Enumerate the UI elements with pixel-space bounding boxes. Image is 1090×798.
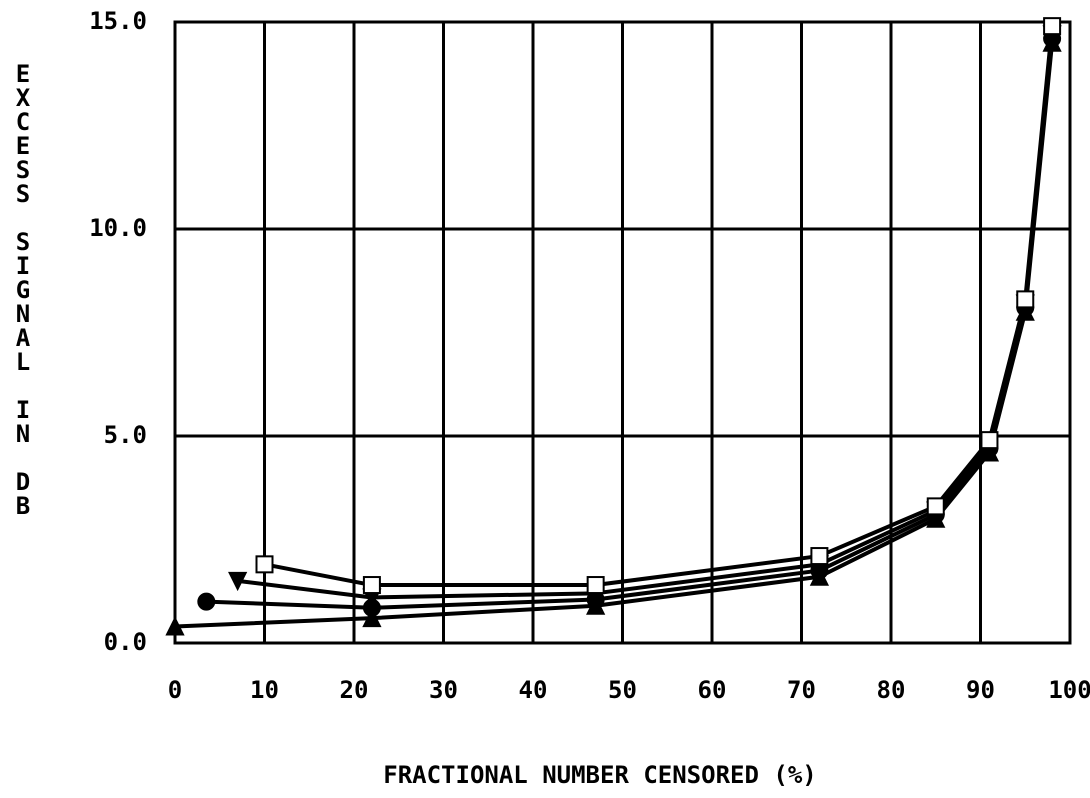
- marker: [197, 592, 216, 611]
- x-tick-label: 0: [168, 676, 182, 704]
- y-tick-label: 15.0: [89, 7, 147, 35]
- x-tick-label: 30: [429, 676, 458, 704]
- marker: [810, 547, 829, 566]
- x-tick-label: 20: [340, 676, 369, 704]
- x-tick-label: 100: [1048, 676, 1090, 704]
- marker: [926, 497, 945, 516]
- marker: [228, 571, 248, 592]
- y-tick-label: 5.0: [104, 421, 147, 449]
- y-tick-label: 0.0: [104, 628, 147, 656]
- y-axis-label: EXCESS SIGNAL IN DB: [9, 60, 37, 516]
- marker: [1016, 290, 1035, 309]
- series-line: [174, 42, 1055, 629]
- x-tick-label: 60: [698, 676, 727, 704]
- x-tick-label: 40: [519, 676, 548, 704]
- marker: [362, 607, 382, 628]
- x-tick-label: 50: [608, 676, 637, 704]
- x-tick-label: 80: [877, 676, 906, 704]
- x-tick-label: 10: [250, 676, 279, 704]
- marker: [980, 431, 999, 450]
- marker: [362, 576, 381, 595]
- x-tick-label: 70: [787, 676, 816, 704]
- x-axis-label: FRACTIONAL NUMBER CENSORED (%): [383, 761, 816, 789]
- y-tick-label: 10.0: [89, 214, 147, 242]
- marker: [586, 576, 605, 595]
- marker: [255, 555, 274, 574]
- x-tick-label: 90: [966, 676, 995, 704]
- series-line: [264, 25, 1055, 588]
- marker: [1043, 17, 1062, 36]
- marker: [165, 616, 185, 636]
